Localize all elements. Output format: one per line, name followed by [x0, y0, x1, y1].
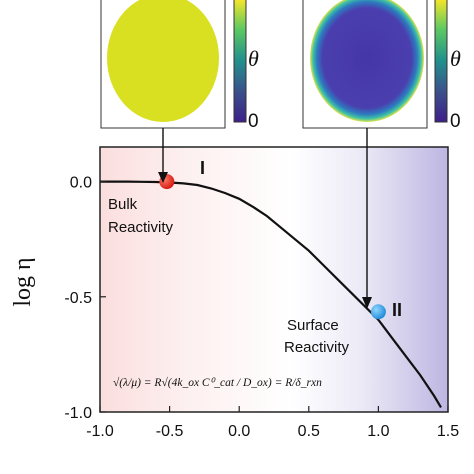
left-colorbar-min-label: 0 — [248, 111, 259, 132]
right-inset-particle — [310, 0, 424, 122]
x-tick-label: 1.0 — [367, 423, 389, 440]
x-tick-label: 0.5 — [298, 423, 320, 440]
bulk-label-line2: Reactivity — [108, 219, 174, 236]
right-colorbar — [434, 0, 448, 123]
y-axis-label: log η — [10, 257, 36, 306]
formula: √(λ/μ) = R√(4k_ox C⁰_cat / D_ox) = R/δ_r… — [113, 376, 322, 389]
right-colorbar-symbol: θ — [450, 46, 461, 71]
left-inset: θ 0 — [100, 0, 259, 132]
region-label-I: I — [200, 158, 205, 178]
series-line-0 — [100, 180, 442, 408]
y-tick-label: -0.5 — [64, 290, 92, 307]
right-inset: θ 0 — [302, 0, 461, 132]
x-tick-label: -1.0 — [86, 423, 114, 440]
bulk-label-line1: Bulk — [108, 196, 138, 213]
y-tick-label: 0.0 — [70, 175, 92, 192]
surface-label-line2: Reactivity — [284, 339, 350, 356]
right-colorbar-min-label: 0 — [450, 111, 461, 132]
x-tick-label: 1.5 — [437, 423, 459, 440]
x-tick-label: 0.0 — [228, 423, 250, 440]
plot-background — [100, 147, 448, 412]
surface-label-line1: Surface — [287, 317, 339, 334]
axes-layer: -1.0 -0.5 0.0 0.5 1.0 1.5 0.0 -0.5 -1.0 — [64, 175, 459, 440]
left-colorbar — [233, 0, 247, 123]
y-tick-label: -1.0 — [64, 405, 92, 422]
left-inset-particle — [107, 0, 219, 122]
left-colorbar-symbol: θ — [248, 46, 259, 71]
plot-area — [99, 146, 449, 413]
plot-frame — [99, 146, 449, 413]
surface-arrow-head — [362, 297, 372, 309]
curve-layer — [100, 174, 442, 408]
x-tick-label: -0.5 — [156, 423, 184, 440]
surface-reactivity-point — [370, 304, 386, 320]
bulk-arrow-head — [158, 172, 168, 183]
region-label-II: II — [392, 300, 402, 320]
arrows — [158, 128, 372, 309]
